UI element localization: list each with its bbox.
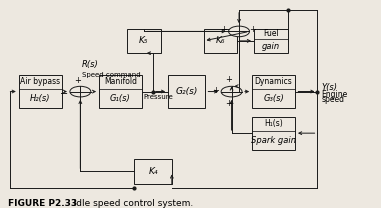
Text: +: + <box>225 99 232 108</box>
Text: Manifold: Manifold <box>104 77 137 86</box>
Bar <box>252 117 295 150</box>
Bar <box>127 28 161 53</box>
Circle shape <box>70 86 91 97</box>
Text: speed: speed <box>321 95 344 104</box>
Text: G₃(s): G₃(s) <box>263 94 284 103</box>
Text: R(s): R(s) <box>82 60 99 69</box>
Text: +: + <box>249 25 256 34</box>
Text: K₅: K₅ <box>139 36 149 45</box>
Text: H₂(s): H₂(s) <box>30 94 50 103</box>
Text: Fuel: Fuel <box>263 29 279 38</box>
Text: Air bypass: Air bypass <box>20 77 60 86</box>
Bar <box>134 159 172 184</box>
Text: H₁(s): H₁(s) <box>264 119 283 128</box>
Text: gain: gain <box>262 42 280 51</box>
Text: +: + <box>213 85 219 94</box>
Text: +: + <box>74 76 81 85</box>
Text: G₁(s): G₁(s) <box>110 94 131 103</box>
Text: K₆: K₆ <box>216 36 225 45</box>
Text: K₄: K₄ <box>149 167 158 176</box>
Text: +: + <box>225 75 232 84</box>
Bar <box>254 28 288 53</box>
Bar <box>252 75 295 108</box>
Text: FIGURE P2.33: FIGURE P2.33 <box>8 199 77 208</box>
Text: +: + <box>220 25 227 34</box>
Circle shape <box>229 26 250 37</box>
Text: Idle speed control system.: Idle speed control system. <box>66 199 194 208</box>
Text: Engine: Engine <box>321 90 347 99</box>
Text: Y(s): Y(s) <box>321 83 337 92</box>
Bar <box>19 75 62 108</box>
Circle shape <box>221 86 242 97</box>
Text: Spark gain: Spark gain <box>251 136 296 145</box>
Bar <box>168 75 205 108</box>
Bar <box>99 75 142 108</box>
Text: Dynamics: Dynamics <box>255 77 293 86</box>
Text: Pressure: Pressure <box>144 94 174 100</box>
Bar <box>203 28 237 53</box>
Text: G₂(s): G₂(s) <box>176 87 198 96</box>
Text: −: − <box>59 89 68 99</box>
Text: Speed command: Speed command <box>82 72 141 78</box>
